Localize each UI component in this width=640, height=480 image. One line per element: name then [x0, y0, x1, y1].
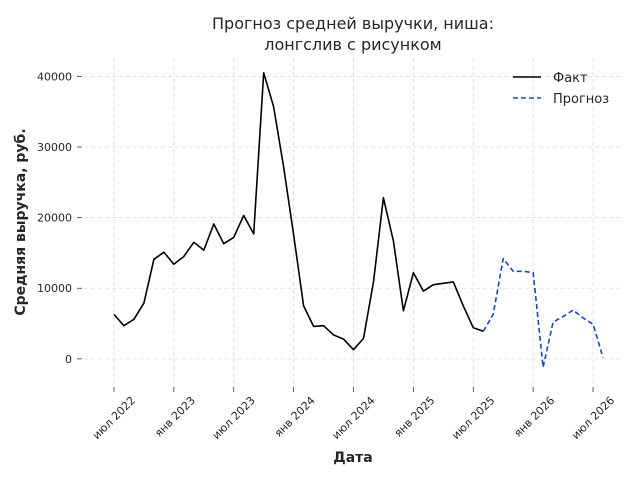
y-tick-label: 40000 [37, 70, 72, 83]
x-tick-label: июл 2026 [569, 394, 617, 442]
y-axis-label: Средняя выручка, руб. [13, 128, 29, 315]
y-axis-ticks: 0 10000 20000 30000 40000 [37, 70, 82, 366]
y-tick-label: 20000 [37, 212, 72, 225]
series-line-fact [113, 72, 484, 351]
y-tick-label: 0 [65, 353, 72, 366]
x-tick-label: янв 2023 [152, 394, 198, 440]
x-tick-label: янв 2024 [272, 394, 318, 440]
x-tick-label: июл 2023 [210, 394, 258, 442]
series-line-forecast [482, 257, 604, 369]
y-tick-label: 10000 [37, 282, 72, 295]
x-tick-label: июл 2024 [330, 394, 378, 442]
grid [84, 58, 623, 385]
chart-title-line-2: лонгслив с рисунком [264, 35, 442, 54]
y-tick-label: 30000 [37, 141, 72, 154]
legend: Факт Прогноз [513, 71, 609, 107]
chart-title-line-1: Прогноз средней выручки, ниша: [212, 14, 494, 33]
series-lines [113, 72, 604, 369]
legend-label-fact: Факт [553, 71, 588, 86]
x-tick-label: июл 2022 [90, 394, 138, 442]
x-axis-ticks: июл 2022 янв 2023 июл 2023 янв 2024 июл 2024… [90, 387, 617, 442]
x-tick-label: янв 2026 [511, 394, 557, 440]
x-tick-label: июл 2025 [449, 394, 497, 442]
x-tick-label: янв 2025 [392, 394, 438, 440]
legend-label-forecast: Прогноз [553, 92, 609, 107]
x-axis-label: Дата [333, 450, 372, 466]
